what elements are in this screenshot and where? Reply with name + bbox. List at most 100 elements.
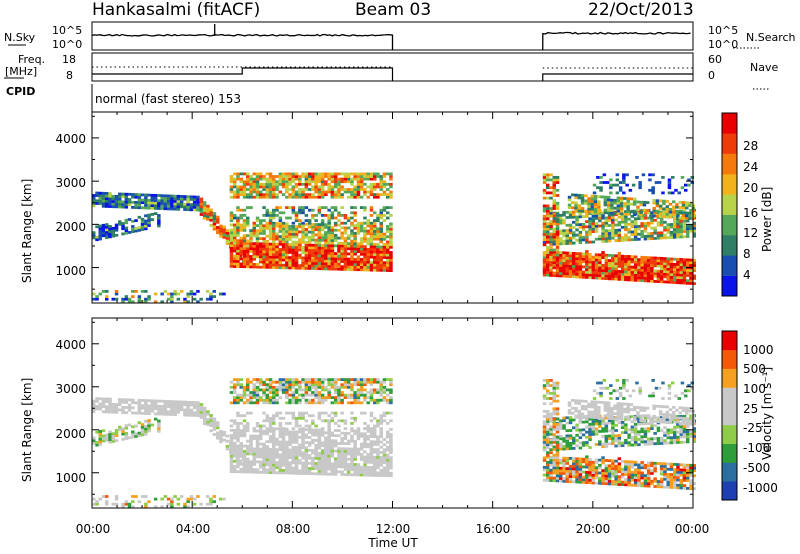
power-cell [304,259,309,262]
velocity-cell [272,391,276,394]
power-cell [686,274,690,277]
power-cell [587,202,591,206]
velocity-cell [124,401,129,404]
velocity-cell [356,398,361,402]
velocity-cell [278,435,283,439]
velocity-cell [209,497,213,501]
power-cell [617,277,622,281]
velocity-cell [222,438,226,442]
velocity-cell [314,428,318,432]
power-cell [625,183,629,187]
power-cell [654,181,659,184]
velocity-cell [549,463,553,467]
velocity-cell [327,388,331,392]
power-cell [379,188,383,191]
velocity-cell [546,463,550,467]
power-cell [640,258,644,262]
velocity-cell [591,460,596,464]
power-cell [114,226,119,229]
power-cell [359,268,364,272]
power-cell [353,234,357,238]
power-cell [246,221,250,225]
power-cell [265,265,269,269]
power-cell [376,266,380,270]
power-cell [278,211,283,215]
velocity-cell [601,471,605,475]
power-cell [285,235,289,239]
power-cell [572,236,576,240]
power-cell [601,271,605,275]
velocity-cell [281,385,286,389]
power-cell [219,292,223,296]
power-cell [330,188,335,191]
velocity-cell [252,470,256,474]
velocity-cell [268,427,273,431]
power-cell [369,175,374,178]
velocity-cell [546,460,550,464]
velocity-cell [186,505,190,509]
velocity-cell [252,455,256,459]
velocity-cell [350,411,354,415]
power-cell [236,223,240,227]
velocity-cell [389,391,393,394]
velocity-cell [108,410,112,414]
power-cell [366,268,370,272]
power-cell [121,222,125,225]
velocity-cell [607,467,612,470]
power-cell [246,265,250,269]
power-cell [662,207,666,211]
velocity-cell [307,431,312,434]
velocity-cell [255,378,260,381]
velocity-cell [150,399,155,403]
power-cell [233,262,237,266]
power-cell [666,262,670,266]
power-cell [147,218,151,222]
velocity-cell [546,466,550,469]
velocity-cell [285,448,289,452]
power-cell [114,292,119,296]
velocity-cell [206,412,210,416]
velocity-cell [236,398,240,402]
power-cell [255,232,260,235]
power-cell [679,276,683,280]
power-cell [679,235,683,239]
power-cell [92,196,96,200]
power-cell [314,267,318,270]
velocity-cell [307,449,312,452]
power-cell [373,255,377,259]
power-cell [327,182,331,186]
power-cell [668,208,673,211]
power-cell [686,281,690,285]
velocity-cell [343,450,348,453]
power-cell [607,224,612,227]
power-cell [249,265,253,269]
velocity-cell [288,469,292,472]
power-cell [101,199,106,203]
power-cell [552,207,556,210]
velocity-cell [633,476,638,479]
power-cell [170,205,174,208]
power-cell [222,233,226,237]
velocity-cell [294,380,299,384]
power-cell [575,262,579,266]
power-cell [666,223,670,227]
power-cell [630,238,635,242]
velocity-cell [236,380,240,384]
velocity-cell [294,430,299,434]
power-cell [689,282,693,285]
power-cell [288,195,292,199]
power-cell [555,214,560,217]
power-cell [617,239,622,242]
velocity-cell [157,429,161,433]
power-cell [124,221,129,225]
power-cell [624,260,628,263]
power-cell [92,231,96,235]
velocity-cell [373,471,377,475]
power-cell [614,257,618,260]
velocity-cell [376,419,380,423]
velocity-cell [298,430,302,434]
velocity-cell [382,411,387,415]
power-cell [298,219,302,222]
velocity-cell [340,452,344,456]
power-cell [343,265,348,269]
